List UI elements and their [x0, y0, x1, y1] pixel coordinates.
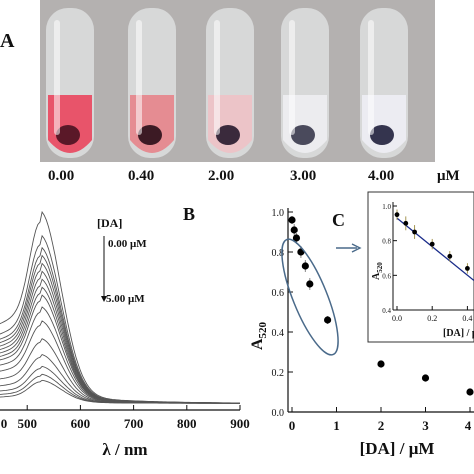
b-spectrum-curve [0, 320, 240, 404]
tube-highlight [368, 20, 374, 135]
b-legend-title: [DA] [97, 216, 122, 230]
b-spectrum-curve [0, 365, 240, 404]
b-legend-top: 0.00 μM [108, 238, 147, 250]
b-spectrum-curve [0, 379, 240, 404]
tube-pellet [138, 125, 162, 145]
b-x-tick-label: 500 [17, 416, 37, 431]
c-data-point [324, 316, 332, 324]
c-inset-y-label: A520 [371, 262, 384, 280]
tube-concentration-label: 0.40 [128, 168, 155, 184]
panel-b: 0 500 600 700 800 900 λ / nm B [DA] 0.00 μM 5… [0, 204, 250, 459]
b-x-tick-label: 0 [1, 416, 8, 431]
b-spectrum-curve [0, 294, 240, 404]
c-inset-y-tick-label: 0.4 [382, 307, 391, 315]
tube [128, 8, 176, 158]
b-x-tick-label: 600 [71, 416, 91, 431]
c-inset-data-point [403, 220, 409, 226]
c-inset-y-label-sub: 520 [376, 262, 384, 273]
c-y-label: A520 [249, 321, 269, 350]
tube [46, 8, 94, 158]
tube-highlight [214, 20, 220, 135]
tube-highlight [54, 20, 60, 135]
panel-c: 0 1 2 3 40.00.20.40.60.81.0 C A520 [DA] / μM… [249, 191, 474, 458]
tube-highlight [289, 20, 295, 135]
c-data-point [290, 226, 298, 234]
c-data-point [421, 374, 430, 382]
c-inset-data-point [412, 229, 417, 235]
c-pointer-head [351, 243, 362, 253]
c-x-tick-label: 1 [333, 418, 340, 433]
c-inset-y-tick-label: 0.8 [382, 238, 391, 246]
tube-pellet [370, 125, 394, 145]
b-legend-arrow-head [101, 296, 107, 302]
c-y-tick-label: 1.0 [272, 208, 285, 219]
c-inset-data-point [465, 266, 470, 271]
c-y-tick-label: 0.8 [272, 248, 285, 259]
tube-pellet [291, 125, 315, 145]
c-y-tick-label: 0.2 [272, 368, 285, 379]
c-inset-data-point [447, 253, 453, 259]
c-highlight-ellipse [281, 238, 339, 356]
b-x-tick-label: 900 [230, 416, 250, 431]
b-spectrum-curve [0, 306, 240, 404]
tube-concentration-label: 2.00 [208, 168, 235, 184]
c-inset-x-label: [DA] / μ [443, 328, 474, 339]
c-inset-x-tick-label: 0.0 [392, 314, 402, 323]
tube-group [46, 8, 408, 158]
c-x-tick-label: 3 [422, 418, 429, 433]
c-y-label-main: A [249, 338, 266, 350]
c-inset-data-point [429, 241, 435, 247]
tube-concentration-label: 0.00 [48, 168, 75, 184]
tube-concentration-label: 4.00 [368, 168, 395, 184]
c-data-point [301, 262, 309, 270]
b-spectrum-curve [0, 338, 240, 404]
c-inset-y-tick-label: 0.6 [382, 272, 391, 280]
tube-concentration-label: 3.00 [290, 168, 317, 184]
panel-a-letter: A [0, 30, 15, 52]
c-y-tick-label: 0.0 [272, 408, 285, 419]
tube-pellet [56, 125, 80, 145]
b-spectrum-curve [0, 373, 240, 404]
concentration-unit-label: μM [437, 168, 460, 184]
b-spectrum-curve [0, 246, 240, 404]
c-x-tick-label: 4 [465, 418, 472, 433]
c-x-tick-label: 2 [378, 418, 385, 433]
c-data-point [377, 360, 385, 368]
c-inset-y-tick-label: 1.0 [382, 203, 391, 211]
c-inset-y-label-main: A [371, 272, 382, 280]
tube-photograph [40, 0, 435, 162]
b-panel-letter: B [183, 204, 195, 224]
c-y-label-sub: 520 [257, 321, 269, 338]
tube [206, 8, 254, 158]
tube-pellet [216, 125, 240, 145]
c-data-point [292, 234, 301, 242]
c-inset-x-tick-label: 0.2 [427, 314, 437, 323]
c-data-point [288, 216, 296, 224]
c-inset-fit-line [396, 217, 474, 282]
c-y-tick-label: 0.6 [272, 288, 285, 299]
charts-area: 0 500 600 700 800 900 λ / nm B [DA] 0.00 μM 5… [0, 191, 474, 459]
tube [360, 8, 408, 158]
c-x-tick-label: 0 [289, 418, 296, 433]
c-y-tick-label: 0.4 [272, 328, 285, 339]
tube-highlight [136, 20, 142, 135]
b-spectrum-curve [0, 353, 240, 404]
c-inset: 0.0 0.2 0.4 0.4 0.6 0.8 1.0 A520 [DA] / μ [367, 191, 474, 343]
c-inset-data-point [394, 212, 400, 218]
b-x-tick-label: 800 [177, 416, 197, 431]
c-x-label: [DA] / μM [360, 439, 435, 458]
b-x-label: λ / nm [102, 440, 147, 459]
b-x-tick-label: 700 [124, 416, 144, 431]
tube [281, 8, 329, 158]
c-panel-letter: C [332, 210, 345, 230]
c-inset-x-tick-label: 0.4 [462, 314, 472, 323]
c-data-point [306, 280, 314, 288]
b-legend-bottom: 5.00 μM [106, 293, 145, 305]
c-data-point [466, 388, 474, 396]
